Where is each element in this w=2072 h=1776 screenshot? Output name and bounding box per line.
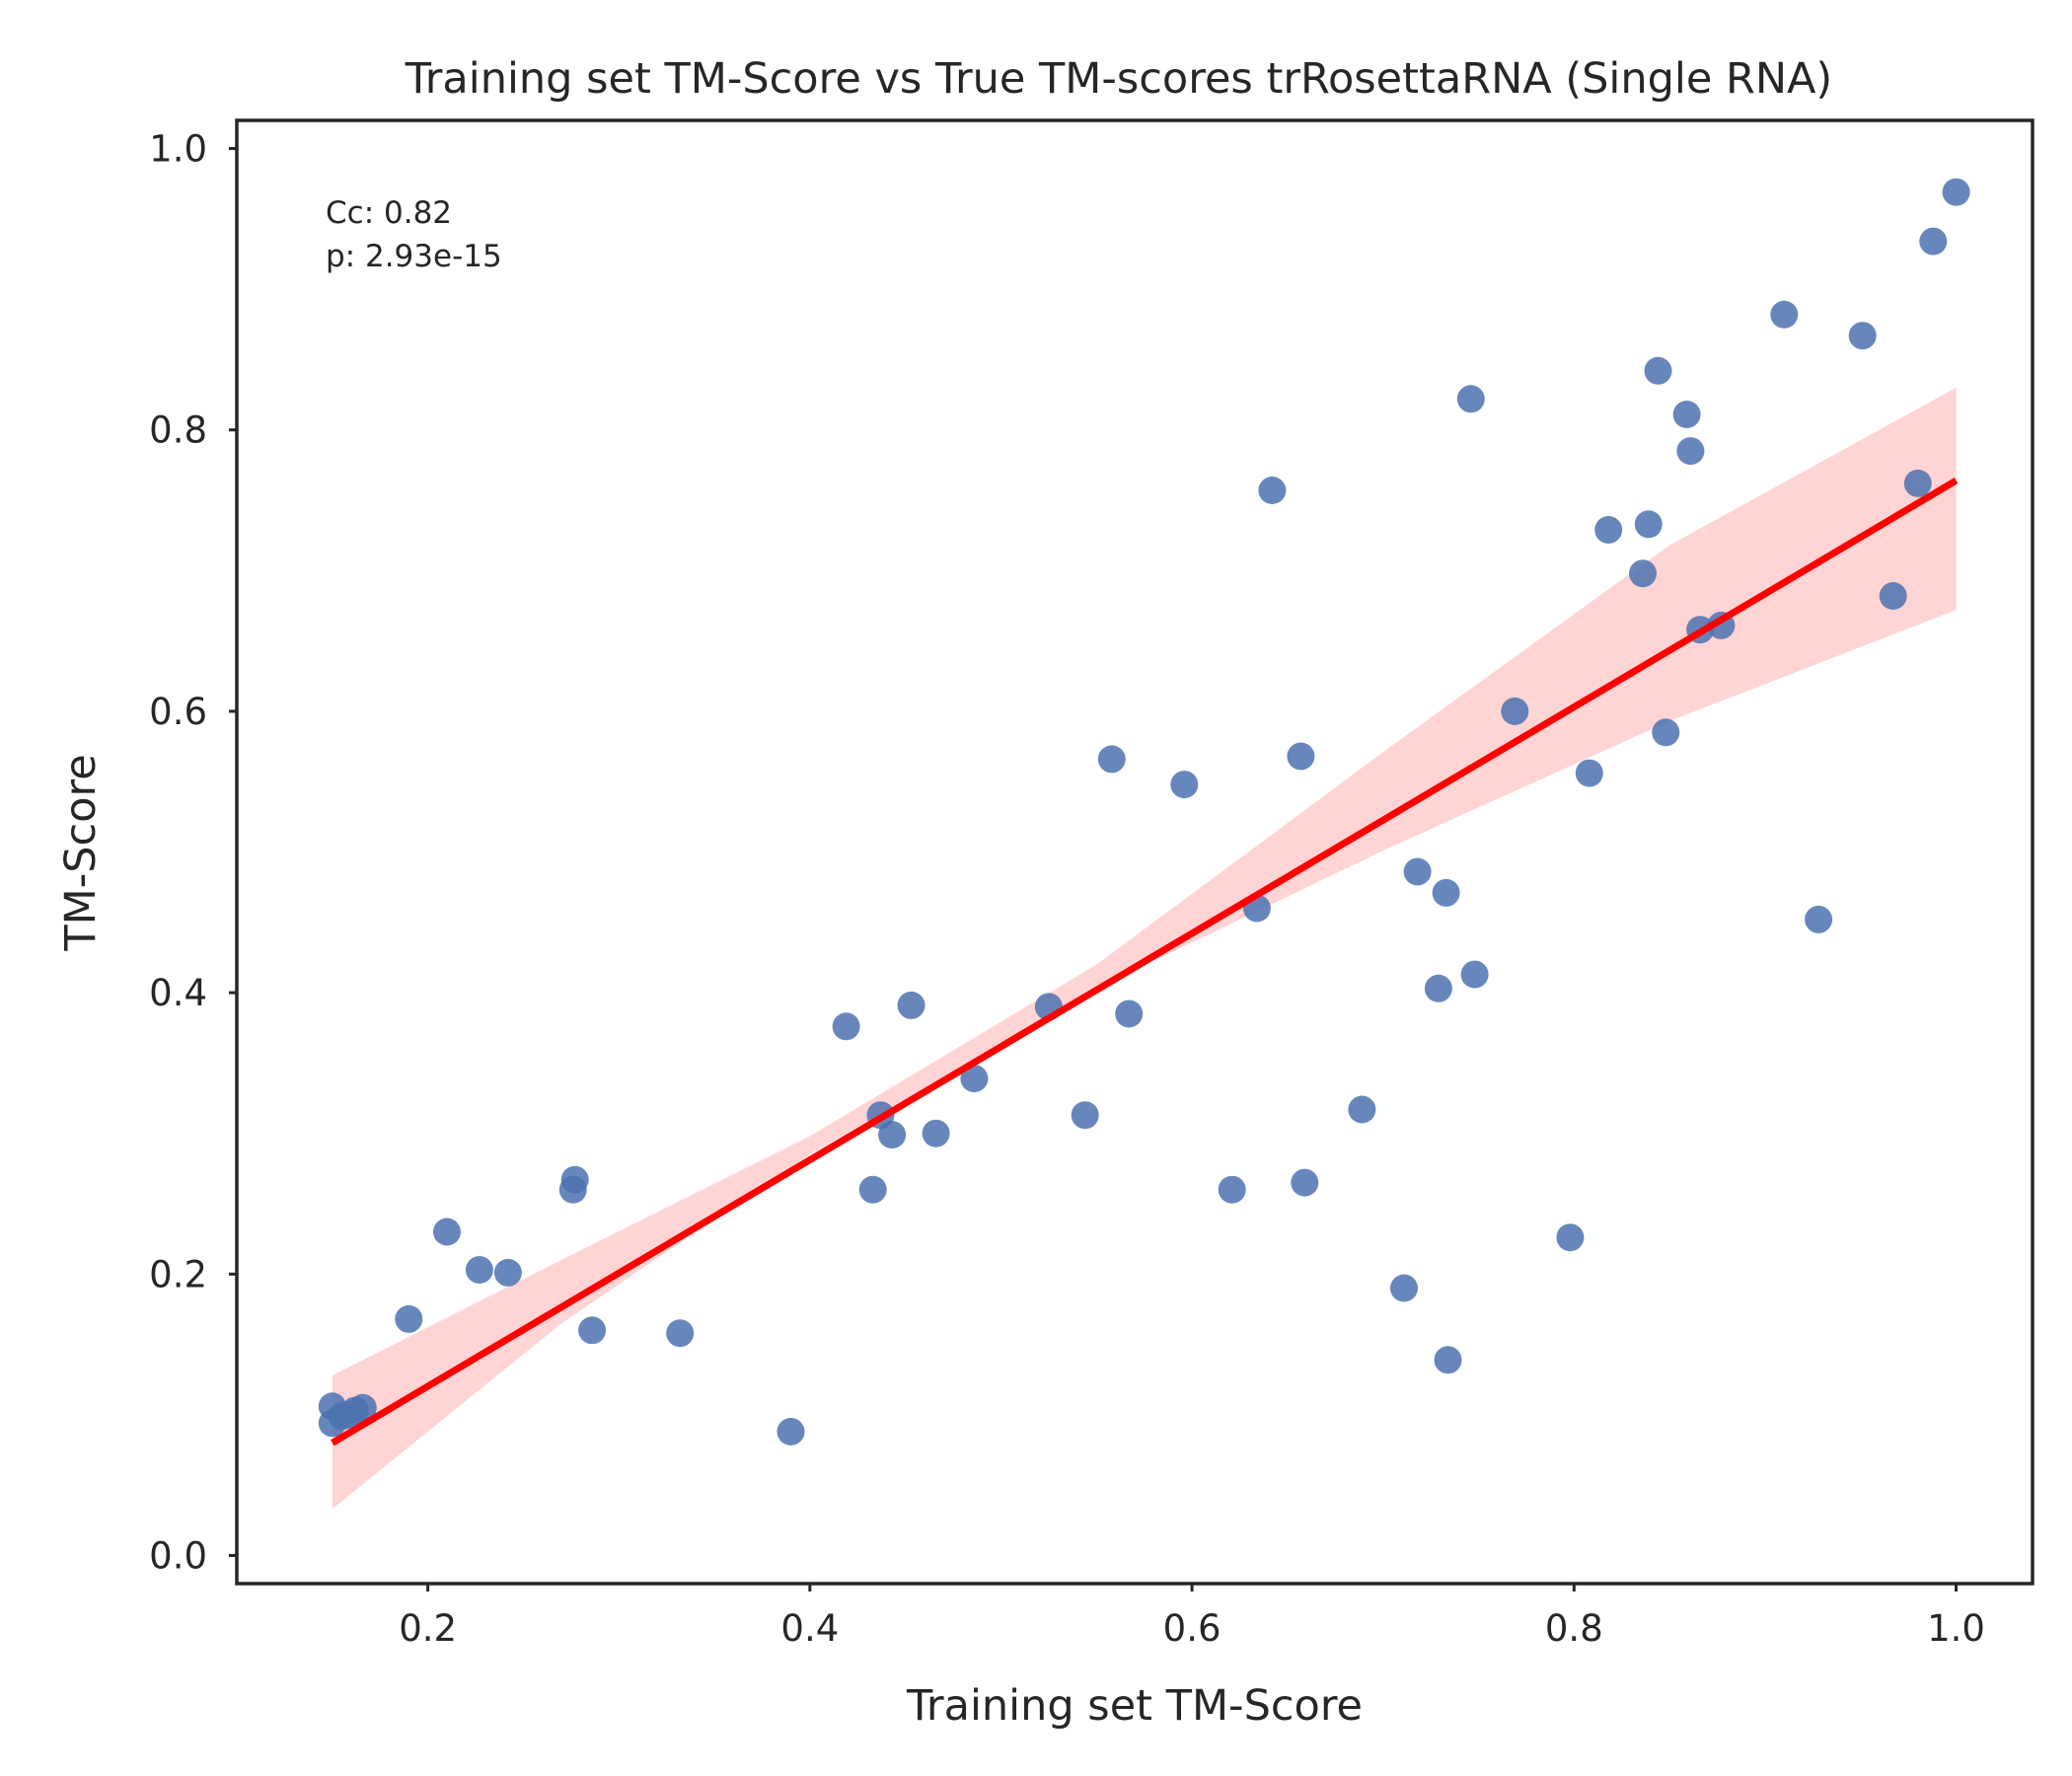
- chart-title: Training set TM-Score vs True TM-scores …: [405, 54, 1832, 104]
- regression-line: [331, 478, 1959, 1446]
- x-tick-label: 0.8: [1545, 1607, 1603, 1650]
- data-point: [433, 1218, 461, 1246]
- x-tick-label: 0.4: [780, 1607, 839, 1650]
- data-point: [1594, 516, 1623, 544]
- data-point: [1919, 227, 1948, 256]
- data-point: [1634, 510, 1663, 539]
- data-point: [832, 1012, 860, 1041]
- y-axis-label: TM-Score: [56, 754, 106, 951]
- data-point: [1097, 745, 1126, 774]
- data-point: [1770, 300, 1799, 329]
- data-point: [1903, 469, 1932, 497]
- plot-area: [235, 118, 2035, 1586]
- x-tick-label: 1.0: [1927, 1607, 1985, 1650]
- data-point: [1218, 1175, 1246, 1204]
- x-tick-label: 0.6: [1163, 1607, 1221, 1650]
- y-tick-label: 0.6: [149, 691, 207, 733]
- data-point: [922, 1119, 950, 1147]
- data-point: [1575, 759, 1603, 787]
- y-tick-label: 0.4: [149, 972, 207, 1014]
- data-point: [960, 1065, 989, 1093]
- data-point: [777, 1418, 805, 1445]
- y-tick-label: 1.0: [149, 128, 207, 171]
- data-point: [1115, 999, 1144, 1028]
- annotation-cc: Cc: 0.82: [326, 195, 452, 231]
- data-point: [897, 991, 925, 1019]
- data-point: [878, 1121, 907, 1149]
- data-point: [560, 1165, 589, 1194]
- data-point: [1942, 178, 1970, 206]
- x-axis-label: Training set TM-Score: [906, 1681, 1363, 1731]
- y-tick-label: 0.2: [149, 1253, 207, 1295]
- data-point: [1403, 857, 1432, 886]
- data-point: [578, 1316, 607, 1345]
- y-axis-ticks: 0.0 0.2 0.4 0.6 0.8 1.0: [149, 128, 237, 1577]
- data-point: [1291, 1168, 1319, 1197]
- data-point: [1348, 1095, 1376, 1124]
- data-point: [858, 1175, 887, 1204]
- data-point: [1287, 742, 1315, 771]
- data-point: [1652, 718, 1680, 747]
- data-point: [348, 1393, 377, 1422]
- data-point: [1672, 401, 1701, 428]
- confidence-band: [332, 387, 1957, 1510]
- data-point: [1258, 477, 1287, 504]
- data-point: [1456, 385, 1485, 413]
- data-point: [1501, 697, 1529, 725]
- y-tick-label: 0.8: [149, 409, 207, 452]
- data-point: [1556, 1223, 1585, 1252]
- data-point: [465, 1256, 493, 1284]
- data-point: [493, 1258, 522, 1287]
- data-point: [1434, 1346, 1462, 1374]
- data-point: [1071, 1101, 1099, 1130]
- data-point: [1644, 356, 1672, 385]
- data-point: [1460, 960, 1489, 989]
- data-point: [1879, 582, 1907, 610]
- data-point: [666, 1319, 695, 1348]
- data-point: [1390, 1274, 1418, 1302]
- x-axis-ticks: 0.2 0.4 0.6 0.8 1.0: [399, 1584, 1985, 1650]
- points-layer: [318, 178, 1970, 1445]
- data-point: [1424, 974, 1452, 1002]
- annotation-p: p: 2.93e-15: [326, 239, 502, 274]
- data-point: [395, 1304, 423, 1333]
- data-point: [1848, 322, 1877, 350]
- x-tick-label: 0.2: [399, 1607, 457, 1650]
- data-point: [1432, 878, 1460, 907]
- plot-frame: [235, 118, 2035, 1586]
- data-point: [1805, 905, 1833, 933]
- data-point: [1676, 437, 1705, 466]
- data-point: [1170, 771, 1199, 799]
- data-point: [1629, 559, 1657, 588]
- y-tick-label: 0.0: [149, 1534, 207, 1577]
